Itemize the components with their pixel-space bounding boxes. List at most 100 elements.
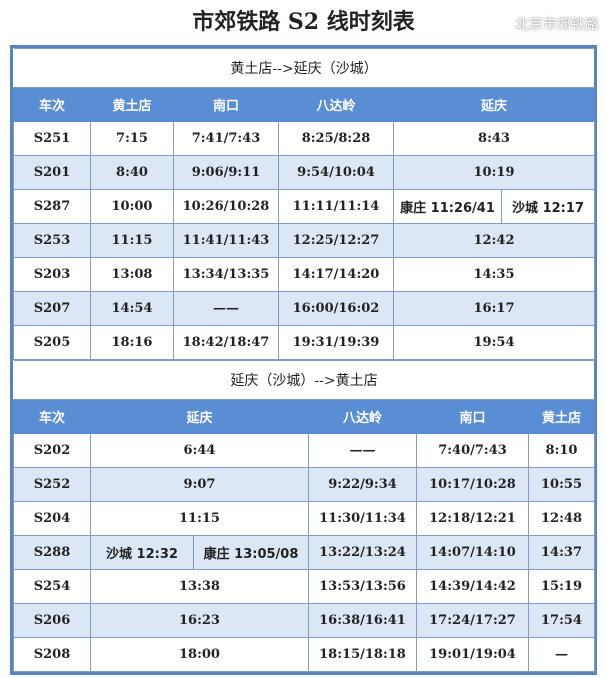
header-row: 车次 延庆 八达岭 南口 黄土店 (13, 399, 596, 434)
split-time-cell: 康庄 11:26/41 (393, 189, 502, 224)
table-row: S203 13:08 13:34/13:35 14:17/14:20 14:35 (13, 257, 596, 292)
time-cell: 11:15 (90, 501, 309, 536)
train-number: S207 (13, 291, 91, 326)
time-cell: 11:30/11:34 (308, 501, 417, 536)
column-header: 延庆 (90, 399, 309, 434)
time-cell: 17:54 (527, 603, 596, 638)
time-cell: —— (308, 433, 417, 468)
time-cell: 18:42/18:47 (173, 325, 279, 360)
time-cell: 16:23 (90, 603, 309, 638)
header-row: 车次 黄土店 南口 八达岭 延庆 (13, 87, 596, 122)
table-row: S202 6:44 —— 7:40/7:43 8:10 (13, 433, 596, 468)
train-number: S203 (13, 257, 91, 292)
time-cell: 8:43 (392, 121, 596, 156)
time-cell: 19:31/19:39 (278, 325, 394, 360)
time-cell: 12:42 (392, 223, 596, 258)
train-number: S206 (13, 603, 91, 638)
time-cell: 16:38/16:41 (308, 603, 417, 638)
train-number: S254 (13, 569, 91, 604)
time-cell: 9:54/10:04 (278, 155, 394, 190)
time-cell: 19:54 (392, 325, 596, 360)
time-cell: 13:08 (90, 257, 174, 292)
split-time-cell: 沙城 12:32 (90, 535, 194, 570)
time-cell: 11:15 (90, 223, 174, 258)
table-row: S201 8:40 9:06/9:11 9:54/10:04 10:19 (13, 155, 596, 190)
train-number: S201 (13, 155, 91, 190)
table-row: S254 13:38 13:53/13:56 14:39/14:42 15:19 (13, 569, 596, 604)
time-cell: 14:07/14:10 (416, 535, 529, 570)
time-cell: 18:16 (90, 325, 174, 360)
time-cell: 14:37 (527, 535, 596, 570)
time-cell: —— (173, 291, 279, 326)
column-header: 车次 (13, 87, 91, 122)
table-row: S251 7:15 7:41/7:43 8:25/8:28 8:43 (13, 121, 596, 156)
time-cell: 14:39/14:42 (416, 569, 529, 604)
time-cell: 11:41/11:43 (173, 223, 279, 258)
time-cell: 15:19 (527, 569, 596, 604)
column-header: 南口 (173, 87, 279, 122)
time-cell: 7:15 (90, 121, 174, 156)
timetable: 黄土店-->延庆（沙城） 车次 黄土店 南口 八达岭 延庆 S251 7:15 7:41/7:4… (10, 45, 597, 675)
table-row: S208 18:00 18:15/18:18 19:01/19:04— (13, 637, 596, 672)
time-cell: 10:19 (392, 155, 596, 190)
direction-row: 延庆（沙城）-->黄土店 (13, 360, 595, 400)
train-number: S208 (13, 637, 91, 672)
time-cell: 13:38 (90, 569, 309, 604)
page-title: 市郊铁路 S2 线时刻表 (192, 9, 415, 35)
watermark: 北京市郊铁路 (515, 17, 599, 33)
train-number: S288 (13, 535, 91, 570)
time-cell: 16:17 (392, 291, 596, 326)
time-cell: 9:06/9:11 (173, 155, 279, 190)
train-number: S287 (13, 189, 91, 224)
column-header: 延庆 (392, 87, 596, 122)
split-time-cell: 康庄 13:05/08 (193, 535, 309, 570)
time-cell: 10:00 (90, 189, 174, 224)
time-cell: 13:53/13:56 (308, 569, 417, 604)
train-number: S205 (13, 325, 91, 360)
column-header: 黄土店 (527, 399, 596, 434)
time-cell: 16:00/16:02 (278, 291, 394, 326)
direction-title: 延庆（沙城）-->黄土店 (13, 360, 595, 400)
time-cell: 13:34/13:35 (173, 257, 279, 292)
table-row: S287 10:00 10:26/10:28 11:11/11:14 康庄 11:26/… (13, 189, 596, 224)
time-cell: 18:00 (90, 637, 309, 672)
table-row: S204 11:15 11:30/11:34 12:18/12:21 12:48 (13, 501, 596, 536)
train-number: S251 (13, 121, 91, 156)
time-cell: 12:18/12:21 (416, 501, 529, 536)
table-row: S207 14:54 —— 16:00/16:02 16:17 (13, 291, 596, 326)
time-cell: 7:41/7:43 (173, 121, 279, 156)
train-number: S252 (13, 467, 91, 502)
table-row: S252 9:07 9:22/9:34 10:17/10:28 10:55 (13, 467, 596, 502)
outbound-table: 黄土店-->延庆（沙城） 车次 黄土店 南口 八达岭 延庆 S251 7:15 7:41/7:4… (13, 48, 596, 360)
column-header: 八达岭 (308, 399, 417, 434)
time-cell: 6:44 (90, 433, 309, 468)
time-cell: 8:40 (90, 155, 174, 190)
split-time-cell: 沙城 12:17 (500, 189, 596, 224)
time-cell: 8:10 (527, 433, 596, 468)
column-header: 车次 (13, 399, 91, 434)
time-cell: 14:54 (90, 291, 174, 326)
time-cell: 11:11/11:14 (278, 189, 394, 224)
time-cell: 10:17/10:28 (416, 467, 529, 502)
time-cell: 8:25/8:28 (278, 121, 394, 156)
train-number: S253 (13, 223, 91, 258)
time-cell: 14:17/14:20 (278, 257, 394, 292)
column-header: 南口 (416, 399, 529, 434)
time-cell: 13:22/13:24 (308, 535, 417, 570)
table-row: S288 沙城 12:32 康庄 13:05/08 13:22/13:24 14:07/… (13, 535, 596, 570)
time-cell: 9:07 (90, 467, 309, 502)
train-number: S204 (13, 501, 91, 536)
time-cell: 14:35 (392, 257, 596, 292)
time-cell: 18:15/18:18 (308, 637, 417, 672)
time-cell: 9:22/9:34 (308, 467, 417, 502)
time-cell: 10:55 (527, 467, 596, 502)
train-number: S202 (13, 433, 91, 468)
time-cell: 10:26/10:28 (173, 189, 279, 224)
time-cell: 7:40/7:43 (416, 433, 529, 468)
table-row: S253 11:15 11:41/11:43 12:25/12:27 12:42 (13, 223, 596, 258)
time-cell: 19:01/19:04 (416, 637, 529, 672)
time-cell: 17:24/17:27 (416, 603, 529, 638)
inbound-table: 延庆（沙城）-->黄土店 车次 延庆 八达岭 南口 黄土店 S202 6:44 —— 7:40/7… (13, 360, 596, 672)
column-header: 八达岭 (278, 87, 394, 122)
time-cell: 12:48 (527, 501, 596, 536)
